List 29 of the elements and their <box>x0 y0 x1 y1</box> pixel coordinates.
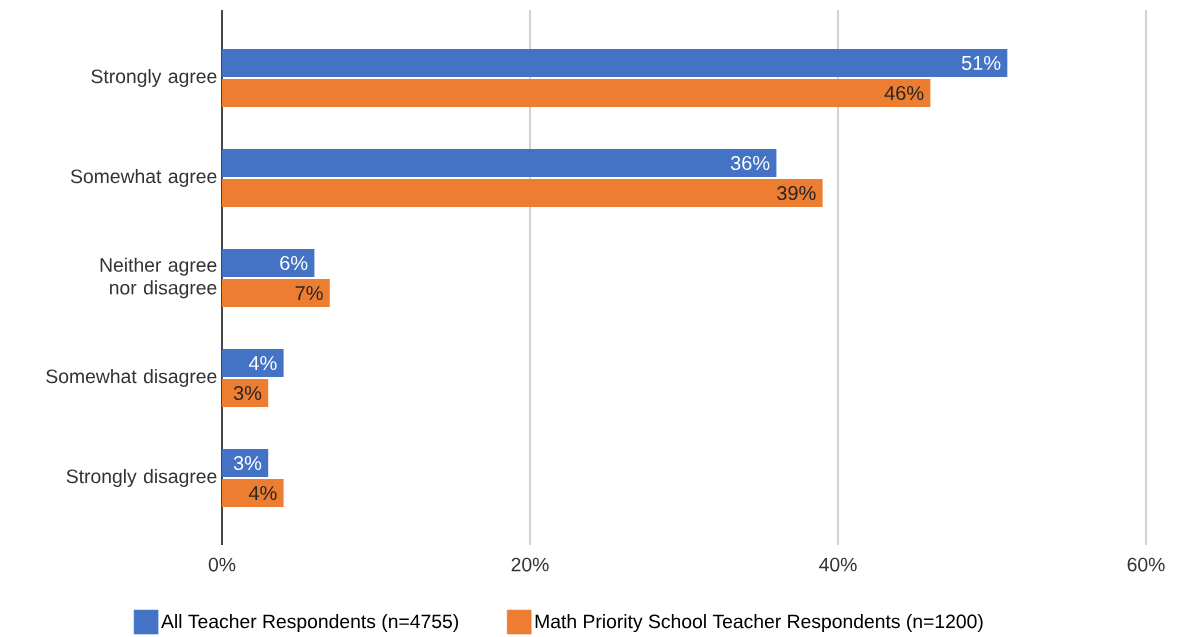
data-label: 46% <box>884 85 924 101</box>
y-tick-label: Somewhat agree <box>70 169 217 188</box>
x-tick-label: 20% <box>511 557 549 572</box>
bar <box>222 79 931 108</box>
data-label: 7% <box>295 286 323 301</box>
data-label: 51% <box>961 55 1001 71</box>
bar <box>222 479 284 508</box>
data-label: 3% <box>233 455 262 471</box>
legend-label: All Teacher Respondents (n=4755) <box>161 614 459 633</box>
x-tick-label: 0% <box>208 557 236 572</box>
data-label: 4% <box>248 486 277 501</box>
y-tick-label: Neither agree nor disagree <box>100 257 217 299</box>
bar <box>222 249 315 278</box>
y-tick-label: Strongly disagree <box>66 469 217 488</box>
y-tick-label: Strongly agree <box>91 68 217 88</box>
bar <box>222 179 823 208</box>
bar <box>222 149 777 178</box>
data-label: 3% <box>233 385 262 401</box>
data-label: 36% <box>730 155 770 171</box>
data-label: 39% <box>777 185 816 201</box>
data-label: 4% <box>248 356 277 371</box>
bar <box>222 279 330 308</box>
bar <box>222 349 284 378</box>
x-tick-label: 40% <box>819 557 857 572</box>
legend-label: Math Priority School Teacher Respondents (n=1200) <box>535 614 983 633</box>
data-label: 6% <box>280 255 308 271</box>
x-tick-label: 60% <box>1127 557 1165 572</box>
bar <box>222 49 1008 78</box>
y-tick-label: Somewhat disagree <box>46 369 217 388</box>
